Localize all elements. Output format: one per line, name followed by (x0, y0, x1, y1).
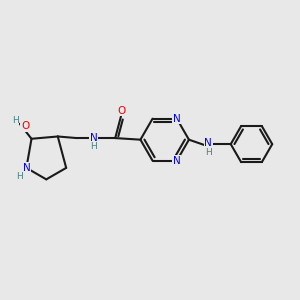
Text: N: N (173, 114, 181, 124)
Text: H: H (205, 148, 212, 157)
Text: H: H (90, 142, 97, 151)
Text: N: N (204, 138, 212, 148)
Text: N: N (173, 156, 181, 166)
Text: N: N (22, 163, 30, 173)
Text: O: O (21, 121, 29, 131)
Text: H: H (12, 116, 19, 125)
Text: O: O (118, 106, 126, 116)
Text: H: H (16, 172, 23, 181)
Text: N: N (90, 133, 98, 143)
